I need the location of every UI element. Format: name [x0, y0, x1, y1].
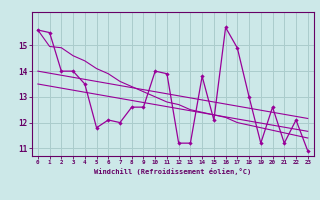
X-axis label: Windchill (Refroidissement éolien,°C): Windchill (Refroidissement éolien,°C) — [94, 168, 252, 175]
